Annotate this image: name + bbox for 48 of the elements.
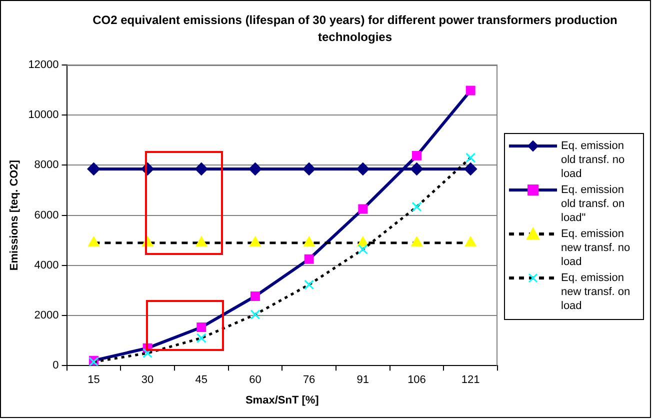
x-tick-label: 91	[356, 374, 370, 386]
x-tick-label: 60	[249, 374, 262, 386]
x-tick-label: 121	[461, 374, 480, 386]
legend-label: Eq. emission old transf. on load"	[561, 183, 626, 225]
point	[248, 162, 262, 176]
x-tick-label: 15	[88, 374, 100, 386]
point	[411, 236, 422, 246]
point	[304, 254, 314, 264]
point	[412, 202, 422, 212]
point	[358, 244, 368, 254]
point	[194, 162, 208, 176]
point	[88, 236, 100, 246]
legend-label: Eq. emission new transf. on load	[561, 271, 632, 313]
legend-label: Eq. emission old transf. no load	[561, 139, 626, 181]
x-tick-label: 30	[141, 374, 154, 386]
point	[250, 310, 260, 320]
point	[356, 162, 370, 176]
point	[464, 162, 478, 176]
point	[410, 162, 424, 176]
y-tick-label: 4000	[34, 259, 59, 272]
chart-title: CO2 equivalent emissions (lifespan of 30 years) for different power transformers production technologies	[92, 12, 618, 46]
point	[196, 236, 208, 246]
point	[142, 348, 153, 358]
x-tick-label: 76	[302, 374, 316, 386]
x-tick-label: 106	[408, 374, 426, 386]
point	[196, 322, 206, 332]
point	[466, 152, 476, 163]
y-tick-label: 8000	[34, 159, 59, 172]
y-tick-label: 6000	[34, 209, 59, 222]
y-tick-label: 10000	[28, 109, 59, 122]
point	[464, 236, 476, 246]
y-axis-title: Emissions [teq. CO2]	[8, 160, 21, 271]
x-tick-label: 45	[195, 374, 208, 386]
point	[250, 236, 261, 246]
legend-label: Eq. emission new transf. no load	[561, 227, 632, 269]
point	[250, 291, 260, 301]
point	[358, 204, 368, 214]
point	[304, 280, 314, 290]
point	[87, 162, 100, 176]
y-tick-label: 2000	[34, 310, 59, 322]
y-tick-label: 0	[52, 360, 59, 372]
x-axis-title: Smax/SnT [%]	[245, 394, 320, 406]
y-tick-label: 12000	[28, 59, 59, 72]
point	[196, 333, 206, 344]
point	[302, 162, 316, 176]
point	[303, 236, 315, 246]
point	[466, 86, 476, 96]
point	[412, 150, 422, 160]
